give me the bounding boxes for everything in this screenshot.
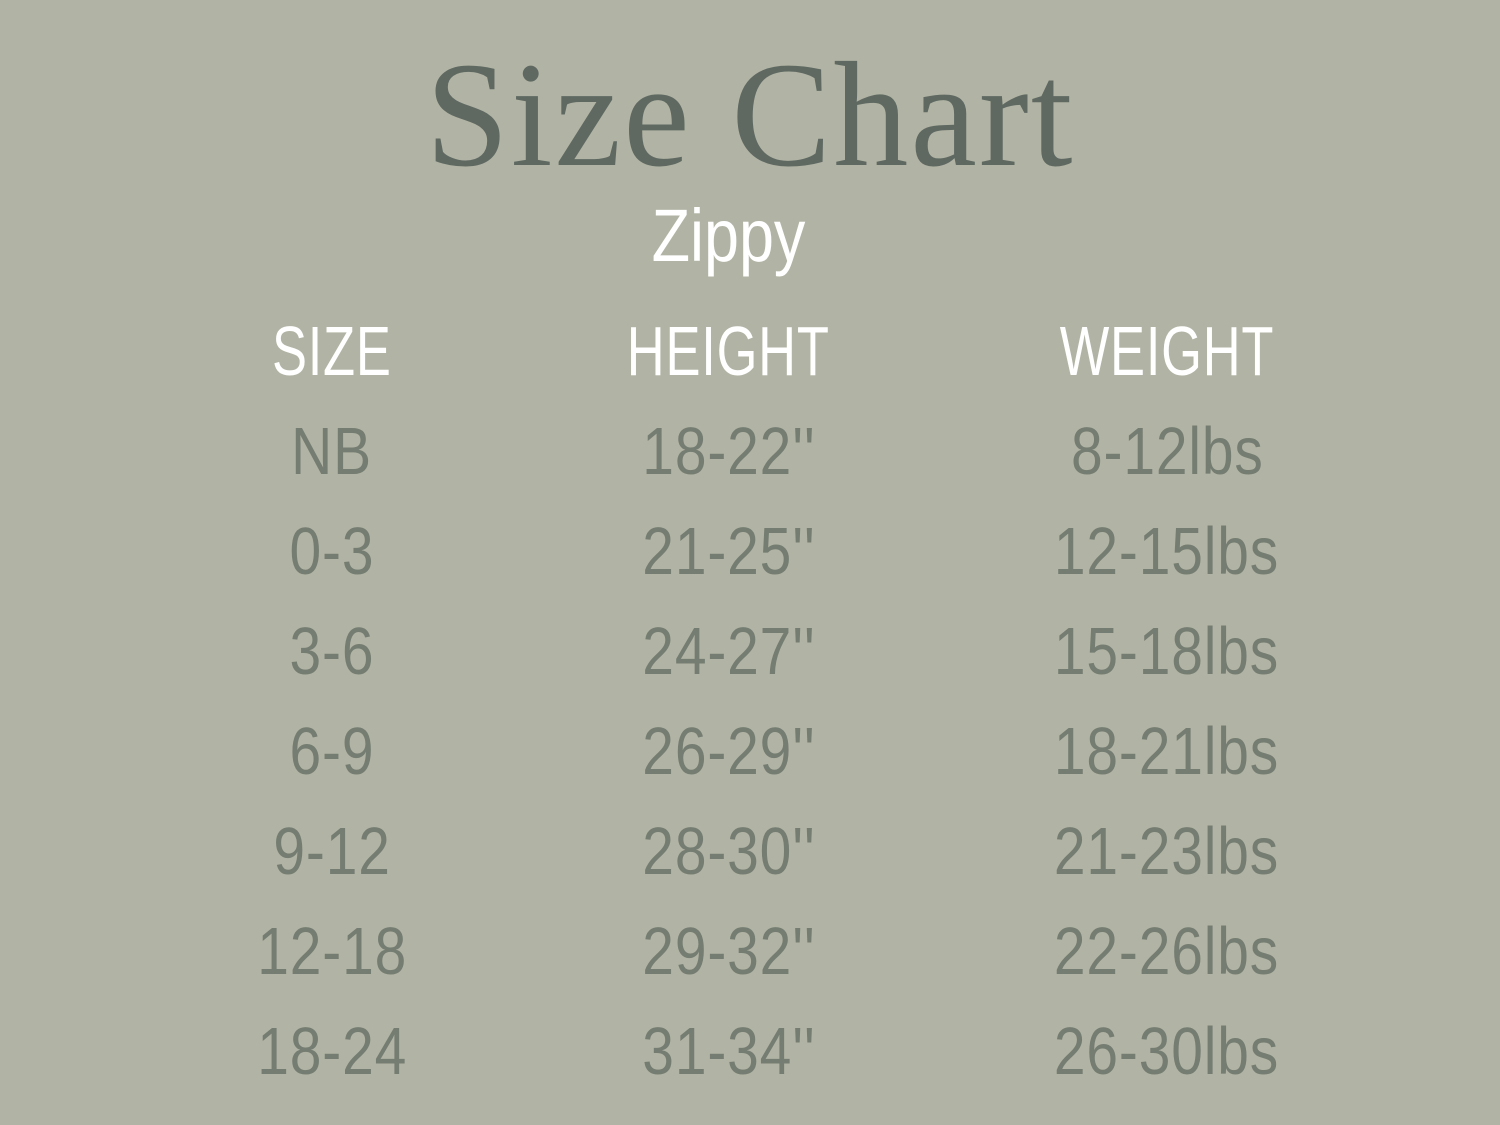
- column-header-size: SIZE: [123, 301, 541, 401]
- column-header-weight-label: WEIGHT: [1059, 312, 1275, 390]
- table-body: NB 18-22'' 8-12lbs 0-3 21-25'' 12-15lbs 3-6 24-…: [123, 401, 1418, 1101]
- weight-cell: 26-30lbs: [916, 1001, 1418, 1101]
- page-title: Size Chart: [425, 32, 1075, 198]
- weight-cell: 12-15lbs: [916, 501, 1418, 601]
- height-cell-value: 18-22'': [641, 413, 816, 489]
- table-row: 6-9 26-29'' 18-21lbs: [123, 701, 1418, 801]
- height-cell: 29-32'': [541, 901, 916, 1001]
- size-cell-value: 6-9: [289, 713, 375, 789]
- height-cell: 21-25'': [541, 501, 916, 601]
- table-row: 9-12 28-30'' 21-23lbs: [123, 801, 1418, 901]
- weight-cell-value: 22-26lbs: [1054, 913, 1280, 989]
- column-header-height: HEIGHT: [541, 301, 916, 401]
- weight-cell-value: 21-23lbs: [1054, 813, 1280, 889]
- height-cell: 18-22'': [541, 401, 916, 501]
- table-header-row: SIZE HEIGHT WEIGHT: [123, 301, 1418, 401]
- weight-cell-value: 15-18lbs: [1054, 613, 1280, 689]
- height-cell-value: 31-34'': [641, 1013, 816, 1089]
- size-cell-value: 9-12: [273, 813, 391, 889]
- weight-cell-value: 8-12lbs: [1070, 413, 1264, 489]
- weight-cell-value: 12-15lbs: [1054, 513, 1280, 589]
- weight-cell-value: 18-21lbs: [1054, 713, 1280, 789]
- column-header-weight: WEIGHT: [916, 301, 1418, 401]
- height-cell-value: 21-25'': [641, 513, 816, 589]
- weight-cell: 21-23lbs: [916, 801, 1418, 901]
- size-cell: NB: [123, 401, 541, 501]
- size-cell: 9-12: [123, 801, 541, 901]
- height-cell-value: 29-32'': [641, 913, 816, 989]
- size-table: SIZE HEIGHT WEIGHT NB 18-22'' 8-12lbs 0-3 21…: [123, 301, 1418, 1101]
- size-cell-value: 0-3: [289, 513, 375, 589]
- table-row: NB 18-22'' 8-12lbs: [123, 401, 1418, 501]
- size-cell: 6-9: [123, 701, 541, 801]
- product-name: Zippy: [651, 194, 805, 277]
- size-cell: 12-18: [123, 901, 541, 1001]
- height-cell: 31-34'': [541, 1001, 916, 1101]
- height-cell-value: 24-27'': [641, 613, 816, 689]
- size-cell-value: NB: [291, 413, 373, 489]
- weight-cell: 18-21lbs: [916, 701, 1418, 801]
- column-header-height-label: HEIGHT: [627, 312, 830, 390]
- size-chart-page: Size Chart Zippy SIZE HEIGHT WEIGHT NB 18…: [0, 32, 1500, 1101]
- height-cell-value: 28-30'': [641, 813, 816, 889]
- table-row: 0-3 21-25'' 12-15lbs: [123, 501, 1418, 601]
- height-cell: 28-30'': [541, 801, 916, 901]
- product-name-wrap: Zippy: [0, 199, 1500, 273]
- height-cell-value: 26-29'': [641, 713, 816, 789]
- table-row: 12-18 29-32'' 22-26lbs: [123, 901, 1418, 1001]
- size-cell: 18-24: [123, 1001, 541, 1101]
- column-header-size-label: SIZE: [272, 312, 392, 390]
- weight-cell: 15-18lbs: [916, 601, 1418, 701]
- table-row: 3-6 24-27'' 15-18lbs: [123, 601, 1418, 701]
- size-cell-value: 3-6: [289, 613, 375, 689]
- weight-cell-value: 26-30lbs: [1054, 1013, 1280, 1089]
- weight-cell: 22-26lbs: [916, 901, 1418, 1001]
- height-cell: 24-27'': [541, 601, 916, 701]
- size-cell-value: 12-18: [257, 913, 407, 989]
- height-cell: 26-29'': [541, 701, 916, 801]
- size-cell: 0-3: [123, 501, 541, 601]
- size-cell-value: 18-24: [257, 1013, 407, 1089]
- size-cell: 3-6: [123, 601, 541, 701]
- weight-cell: 8-12lbs: [916, 401, 1418, 501]
- table-row: 18-24 31-34'' 26-30lbs: [123, 1001, 1418, 1101]
